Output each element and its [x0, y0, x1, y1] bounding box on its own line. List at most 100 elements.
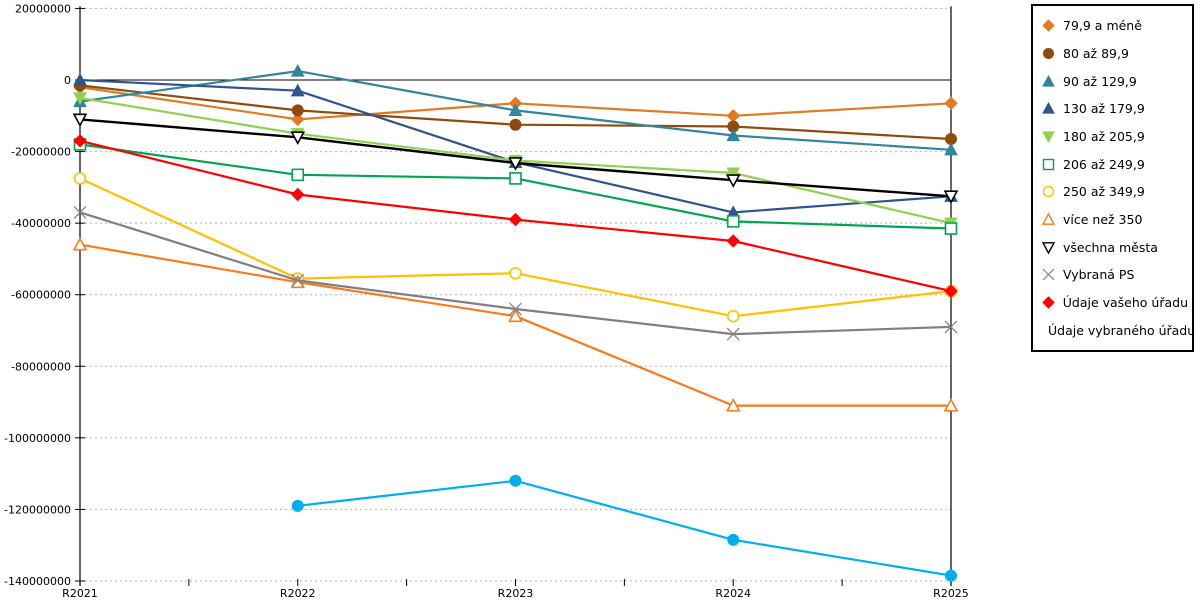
- triangle-up-marker-icon: [508, 103, 523, 117]
- diamond-marker-icon: [944, 96, 958, 110]
- legend-item-label: 79,9 a méně: [1063, 18, 1142, 34]
- triangle-down-marker-icon: [290, 131, 306, 145]
- circle-marker-icon: [726, 309, 740, 323]
- legend-triangle-down-icon: [1042, 131, 1055, 144]
- triangle-down-marker-icon: [726, 167, 741, 181]
- legend-diamond-icon: [1042, 19, 1055, 33]
- legend-circle-icon: [1042, 186, 1055, 198]
- circle-marker-icon: [509, 118, 522, 131]
- triangle-down-marker-icon: [943, 190, 959, 204]
- x-marker-icon: [509, 302, 522, 316]
- circle-marker-icon: [509, 474, 522, 487]
- legend-item-label: 130 až 179,9: [1063, 101, 1145, 117]
- legend-item-label: Údaje vašeho úřadu: [1062, 294, 1188, 310]
- y-axis-tick-label: -60000000: [11, 289, 71, 302]
- legend-item-label: 90 až 129,9: [1063, 73, 1137, 89]
- legend-item-label: více než 350: [1063, 211, 1143, 227]
- x-axis-tick-label: R2021: [62, 587, 98, 600]
- triangle-down-marker-icon: [72, 113, 88, 128]
- legend-item: 180 až 205,9: [1041, 128, 1188, 144]
- legend-item: 90 až 129,9: [1041, 73, 1188, 89]
- triangle-up-marker-icon: [1042, 102, 1055, 114]
- square-marker-icon: [291, 168, 305, 182]
- triangle-down-marker-icon: [508, 157, 523, 171]
- triangle-down-marker-icon: [725, 174, 741, 188]
- series-7: [73, 172, 958, 323]
- square-marker-icon: [509, 172, 522, 185]
- legend-x-icon: [1042, 268, 1055, 281]
- legend-item: Údaje vybraného úřadu: [1041, 322, 1195, 338]
- diamond-marker-icon: [1042, 19, 1055, 33]
- triangle-up-marker-icon: [290, 64, 305, 77]
- x-marker-icon: [944, 320, 958, 334]
- triangle-up-marker-icon: [72, 236, 88, 251]
- triangle-up-marker-icon: [1042, 74, 1055, 87]
- legend-square-icon: [1042, 158, 1055, 170]
- triangle-up-marker-icon: [944, 142, 958, 156]
- diamond-marker-icon: [726, 109, 740, 123]
- y-axis-tick-label: -40000000: [11, 217, 71, 230]
- y-axis-tick-label: -80000000: [11, 360, 71, 373]
- legend-item-label: 206 až 249,9: [1063, 156, 1145, 172]
- legend-item: 206 až 249,9: [1041, 156, 1188, 172]
- diamond-marker-icon: [291, 187, 305, 202]
- series-8: [72, 236, 959, 412]
- y-axis-tick-label: -20000000: [11, 146, 71, 159]
- series-12: [291, 474, 957, 582]
- triangle-up-marker-icon: [508, 308, 523, 323]
- x-marker-icon: [1042, 268, 1055, 281]
- series-10: [73, 205, 958, 341]
- circle-marker-icon: [1042, 186, 1055, 198]
- legend-item-label: 180 až 205,9: [1063, 128, 1145, 144]
- triangle-down-marker-icon: [1041, 241, 1056, 255]
- legend-item-label: Vybraná PS: [1063, 267, 1135, 283]
- series-9: [72, 113, 959, 204]
- legend-triangle-up-icon: [1042, 102, 1055, 114]
- legend-item: Vybraná PS: [1041, 267, 1188, 283]
- legend-item-label: 80 až 89,9: [1063, 45, 1129, 61]
- x-marker-icon: [291, 273, 305, 287]
- triangle-up-marker-icon: [290, 83, 305, 97]
- series-11: [73, 134, 958, 298]
- y-axis-tick-label: 20000000: [15, 2, 71, 15]
- series-line: [296, 479, 953, 577]
- legend-item-label: Údaje vybraného úřadu: [1048, 322, 1196, 338]
- gridlines: [80, 7, 951, 582]
- circle-marker-icon: [73, 172, 87, 185]
- circle-marker-icon: [291, 499, 304, 512]
- chart-legend: 79,9 a méně 80 až 89,9 90 až 129,9 130 až 1…: [1031, 4, 1195, 352]
- triangle-down-marker-icon: [1042, 131, 1055, 144]
- triangle-up-marker-icon: [726, 128, 741, 142]
- circle-marker-icon: [1043, 47, 1054, 59]
- y-axis-tick-label: -100000000: [4, 432, 71, 445]
- legend-item: 79,9 a méně: [1041, 18, 1188, 34]
- diamond-marker-icon: [726, 234, 740, 248]
- series-line: [78, 177, 953, 318]
- x-axis-tick-label: R2023: [498, 587, 534, 600]
- legend-diamond-icon: [1042, 296, 1055, 309]
- legend-circle-icon: [1043, 47, 1054, 59]
- legend-item: více než 350: [1041, 211, 1188, 227]
- x-axis-tick-label: R2022: [280, 587, 316, 600]
- legend-item-label: 250 až 349,9: [1063, 184, 1145, 200]
- square-marker-icon: [1042, 158, 1055, 170]
- square-marker-icon: [944, 222, 958, 235]
- triangle-down-marker-icon: [73, 92, 87, 105]
- diamond-marker-icon: [291, 112, 305, 127]
- legend-item-label: všechna města: [1063, 239, 1158, 255]
- diamond-marker-icon: [508, 212, 523, 227]
- triangle-up-marker-icon: [1041, 212, 1056, 225]
- legend-item: 80 až 89,9: [1041, 45, 1188, 61]
- legend-triangle-up-icon: [1041, 212, 1056, 225]
- legend-triangle-up-icon: [1042, 74, 1055, 87]
- y-axis-tick-label: -140000000: [4, 575, 71, 588]
- circle-marker-icon: [945, 569, 957, 582]
- axes: 20000000 0 -20000000 -40000000 -60000000 -800…: [4, 2, 952, 588]
- triangle-up-marker-icon: [943, 397, 959, 412]
- triangle-up-marker-icon: [73, 72, 87, 86]
- x-axis-tick-label: R2024: [715, 587, 751, 600]
- y-axis-tick-label: 0: [64, 74, 71, 87]
- diamond-marker-icon: [73, 134, 87, 148]
- legend-item: 250 až 349,9: [1041, 184, 1188, 200]
